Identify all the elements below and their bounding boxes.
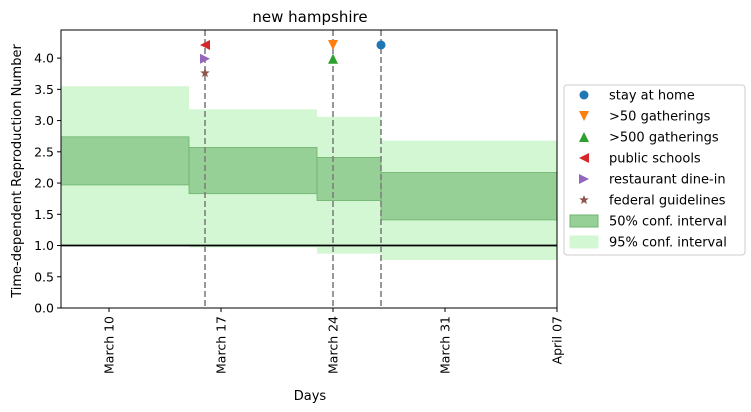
y-axis-label: Time-dependent Reproduction Number <box>10 44 25 299</box>
legend-label-500-gatherings: >500 gatherings <box>609 131 719 146</box>
y-tick-label: 1.5 <box>34 207 54 222</box>
x-tick-label: March 31 <box>438 316 453 374</box>
legend-marker-federal-guidelines <box>579 195 589 205</box>
y-tick-label: 4.0 <box>34 51 54 66</box>
x-tick-label: March 24 <box>326 316 341 374</box>
event-marker-500-gatherings <box>328 53 338 64</box>
legend-marker-50-gatherings <box>579 111 589 121</box>
ci50-band-1 <box>61 136 190 186</box>
x-axis-label: Days <box>294 389 327 404</box>
event-marker-stay-at-home <box>376 40 386 50</box>
plot-area <box>61 30 557 308</box>
axes-frame <box>60 29 558 309</box>
plot-content <box>61 30 557 308</box>
legend-marker-public-schools <box>579 153 589 163</box>
ci50-band-2 <box>188 147 318 195</box>
legend-swatch-95-conf-interval <box>569 235 599 249</box>
event-marker-restaurant-dine-in <box>200 53 210 64</box>
x-tick-label: March 10 <box>102 316 117 374</box>
ci50-band-4 <box>380 172 557 221</box>
legend-label-restaurant-dine-in: restaurant dine-in <box>609 173 726 188</box>
legend-label-50-conf-interval: 50% conf. interval <box>609 215 727 230</box>
legend-label-95-conf-interval: 95% conf. interval <box>609 236 727 251</box>
ci50-band-3 <box>316 157 382 201</box>
event-marker-public-schools <box>200 39 210 50</box>
legend-swatch-50-conf-interval <box>569 214 599 228</box>
axes: 0.0 0.5 1.0 1.5 2.0 2.5 3.0 3.5 4.0 March 10 March… <box>34 29 565 374</box>
chart-title: new hampshire <box>252 8 367 26</box>
y-tick-label: 2.5 <box>34 144 54 159</box>
y-tick-label: 3.5 <box>34 82 54 97</box>
y-tick-label: 0.5 <box>34 269 54 284</box>
y-tick-label: 0.0 <box>34 301 54 316</box>
legend-label-federal-guidelines: federal guidelines <box>609 194 726 209</box>
legend-label-public-schools: public schools <box>609 152 701 167</box>
legend-marker-500-gatherings <box>579 132 589 142</box>
y-tick-label: 1.0 <box>34 238 54 253</box>
legend: stay at home >50 gatherings >500 gathering… <box>563 84 746 256</box>
x-tick-label: April 07 <box>550 316 565 364</box>
legend-marker-stay-at-home <box>579 90 589 100</box>
legend-label-50-gatherings: >50 gatherings <box>609 110 711 125</box>
y-tick-label: 3.0 <box>34 113 54 128</box>
event-marker-federal-guidelines <box>200 68 210 78</box>
legend-frame <box>563 84 746 256</box>
legend-label-stay-at-home: stay at home <box>609 89 695 104</box>
event-marker-50-gatherings <box>328 39 338 50</box>
y-tick-label: 2.0 <box>34 176 54 191</box>
legend-marker-restaurant-dine-in <box>579 174 589 184</box>
x-tick-label: March 17 <box>214 316 229 374</box>
